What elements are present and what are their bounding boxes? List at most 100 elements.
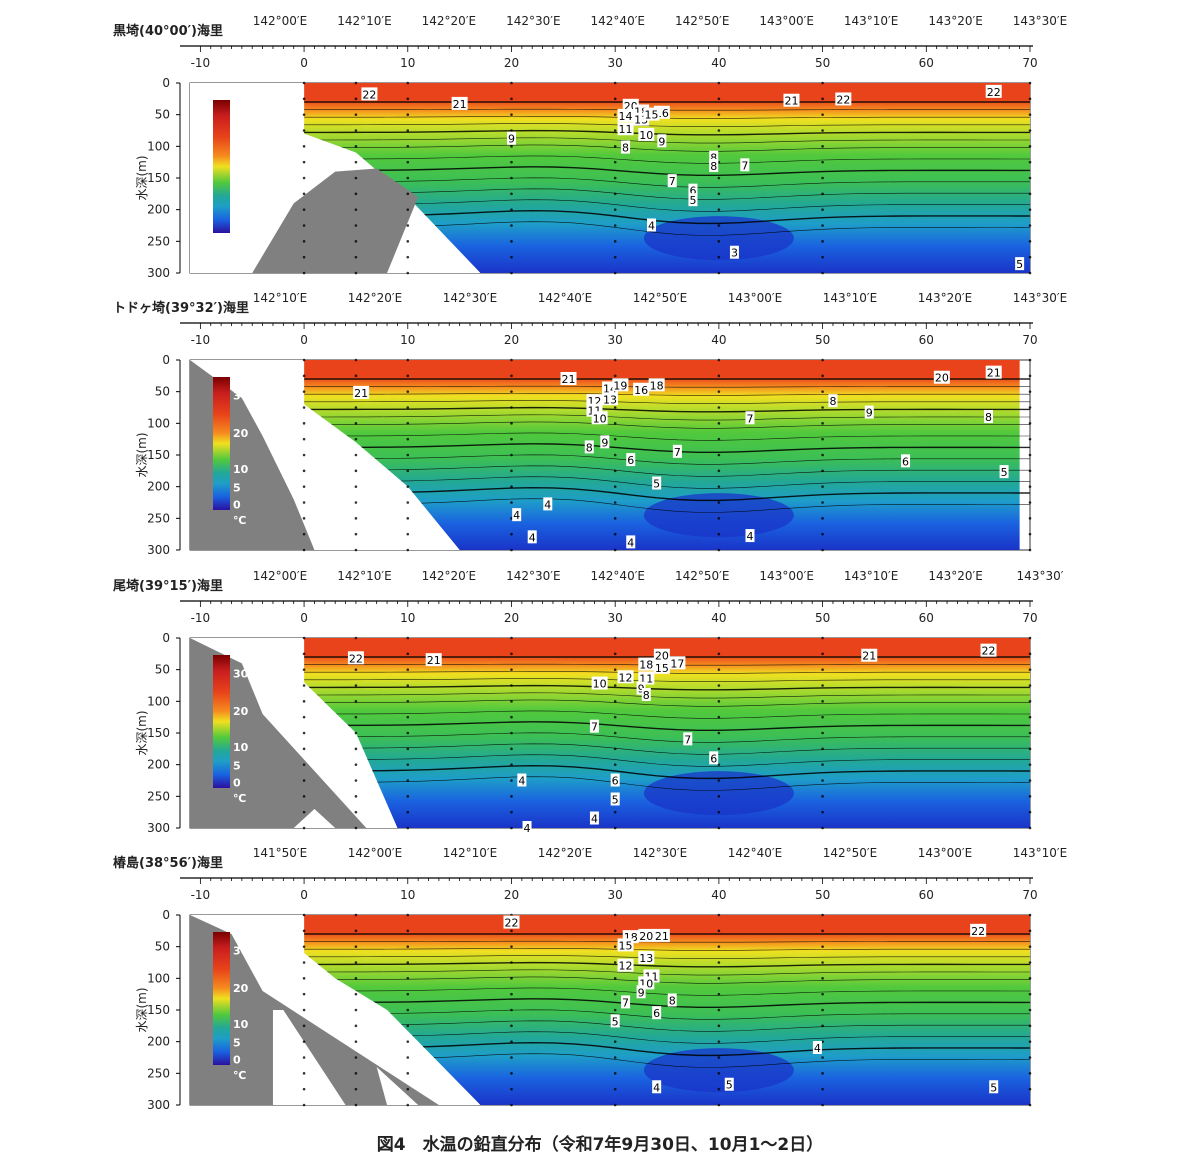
- contour-label: 10: [639, 129, 653, 142]
- contour-label: 7: [674, 446, 681, 459]
- station-dot: [302, 224, 306, 227]
- station-dot: [1028, 176, 1032, 180]
- station-dot: [354, 992, 358, 996]
- station-dot: [717, 731, 721, 735]
- station-dot: [613, 636, 617, 640]
- station-dot: [354, 422, 358, 425]
- station-dot: [354, 668, 358, 671]
- contour-label-bg: [1015, 257, 1025, 271]
- colorbar-tick: 0: [233, 777, 241, 790]
- station-dot: [613, 548, 617, 552]
- contour-label: 22: [971, 925, 985, 938]
- station-dot: [821, 1056, 824, 1059]
- station-dot: [354, 945, 358, 948]
- contour-label: 4: [747, 530, 754, 543]
- x-tick-label: 10: [400, 611, 415, 625]
- contour-label: 20: [655, 650, 669, 663]
- x-tick-label: 0: [300, 56, 308, 70]
- station-dot: [406, 548, 410, 552]
- station-dot: [613, 700, 617, 703]
- station-dot: [510, 929, 513, 933]
- station-dot: [302, 929, 306, 933]
- contour-label: 7: [622, 996, 629, 1009]
- station-dot: [821, 113, 824, 116]
- station-dot: [1028, 192, 1032, 196]
- station-dot: [1028, 1056, 1032, 1059]
- contour-label-bg: [638, 127, 655, 141]
- colorbar-tick: 10: [233, 1018, 249, 1031]
- station-dot: [406, 1087, 410, 1091]
- station-dot: [510, 160, 513, 164]
- station-dot: [302, 747, 306, 751]
- x-tick-label: -10: [191, 888, 211, 902]
- station-dot: [1028, 763, 1032, 766]
- colorbar-tick: 5: [233, 481, 241, 494]
- contour-label: 6: [902, 455, 909, 468]
- station-dot: [717, 992, 721, 996]
- isotherm: [304, 1041, 1030, 1057]
- station-dot: [1028, 1040, 1032, 1043]
- x-tick-label: 30: [608, 888, 623, 902]
- station-dot: [717, 684, 721, 687]
- station-dot: [354, 485, 358, 488]
- station-dot: [406, 374, 410, 378]
- longitude-label: 142°50′E: [675, 14, 729, 28]
- station-dot: [510, 255, 513, 259]
- contour-label: 8: [669, 995, 676, 1008]
- contour-label: 21: [784, 95, 798, 108]
- station-dot: [613, 913, 617, 917]
- contour-label-bg: [861, 648, 878, 662]
- contour-label-bg: [729, 245, 739, 259]
- station-dot: [510, 684, 513, 687]
- station-dot: [613, 192, 617, 196]
- contour-label-bg: [709, 751, 719, 765]
- station-dot: [406, 779, 410, 782]
- station-dot: [510, 945, 513, 948]
- station-dot: [406, 469, 410, 473]
- station-dot: [717, 453, 721, 457]
- contour-label-bg: [970, 923, 987, 937]
- station-dot: [613, 224, 617, 227]
- station-dot: [717, 636, 721, 640]
- station-dot: [1028, 652, 1032, 656]
- colorbar-tick: 0: [233, 499, 241, 512]
- x-tick-label: 70: [1022, 333, 1037, 347]
- station-dot: [510, 715, 513, 719]
- x-tick-label: 60: [919, 888, 934, 902]
- contour-label: 10: [593, 678, 607, 691]
- station-dot: [302, 271, 306, 275]
- contour-label-bg: [652, 1080, 662, 1094]
- station-dot: [717, 961, 721, 964]
- station-dot: [406, 826, 410, 830]
- station-dot: [510, 731, 513, 735]
- isotherm: [304, 432, 1031, 441]
- y-tick-label: 200: [147, 1035, 170, 1049]
- station-dot: [1028, 129, 1032, 132]
- station-dot: [821, 747, 824, 751]
- station-dot: [821, 390, 824, 393]
- contour-label-bg: [864, 405, 874, 419]
- station-dot: [302, 192, 306, 196]
- station-dot: [510, 747, 513, 751]
- station-dot: [613, 1072, 617, 1075]
- contour-label-bg: [543, 497, 553, 511]
- station-dot: [406, 453, 410, 457]
- contour-label-bg: [621, 140, 631, 154]
- station-dot: [302, 358, 306, 362]
- x-tick-label: -10: [191, 611, 211, 625]
- station-dot: [302, 145, 306, 148]
- station-dot: [1028, 913, 1032, 917]
- station-dot: [717, 779, 721, 782]
- colorbar-tick: 30: [233, 113, 249, 126]
- contour-label-bg: [626, 453, 636, 467]
- contour-label: 4: [529, 531, 536, 544]
- y-tick-label: 100: [147, 416, 170, 430]
- station-dot: [613, 145, 617, 148]
- station-dot: [1028, 255, 1032, 259]
- station-dot: [613, 422, 617, 425]
- station-dot: [821, 1072, 824, 1075]
- contour-label-bg: [602, 392, 618, 406]
- contour-label-bg: [652, 1006, 662, 1020]
- station-dot: [510, 358, 513, 362]
- colorbar-tick: 20: [233, 150, 249, 163]
